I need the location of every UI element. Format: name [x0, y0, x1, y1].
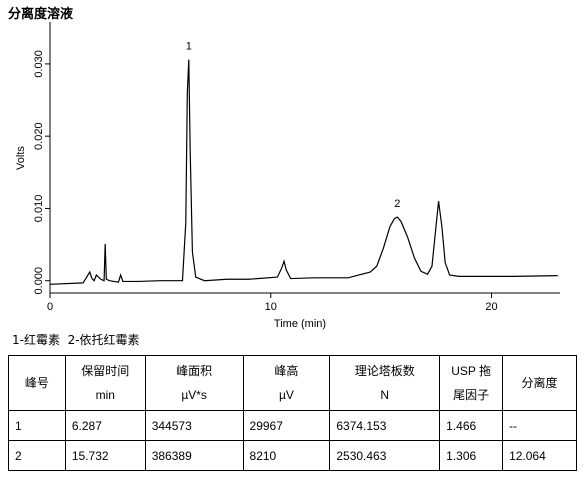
header-text: 分离度 [521, 376, 558, 390]
chart: 0 10 20 0.000 0.010 0.020 0.030 Time (min) Volts… [15, 22, 560, 330]
header-text: USP 拖 [451, 364, 491, 378]
header-cell: 分离度 [502, 355, 577, 411]
header-text: 尾因子 [453, 388, 490, 402]
header-text: N [380, 388, 390, 402]
table-cell: 8210 [242, 440, 331, 471]
header-text: 峰高 [274, 364, 299, 378]
peak-label: 1 [186, 41, 192, 53]
table-cell: 6.287 [64, 410, 146, 441]
table-cell: 2 [8, 440, 66, 471]
header-cell: 峰高 µV [242, 355, 331, 411]
header-text: 理论塔板数 [354, 364, 415, 378]
x-tick-label: 0 [47, 301, 53, 313]
header-row: 峰号 保留时间 min 峰面积 µV*s 峰高 µV 理论塔板数 N USP 拖尾因子 分离度 [8, 355, 577, 411]
table-cell: 6374.153 [329, 410, 441, 441]
table-cell: 2530.463 [329, 440, 441, 471]
table-cell: 1.306 [439, 440, 504, 471]
table-cell: 344573 [144, 410, 244, 441]
header-text: µV [278, 388, 294, 402]
x-tick-label: 10 [265, 301, 277, 313]
table-cell: -- [502, 410, 577, 441]
table-row: 2 15.732 386389 8210 2530.463 1.306 12.064 [8, 440, 577, 471]
y-tick-label: 0.010 [33, 195, 45, 223]
header-cell: USP 拖尾因子 [439, 355, 504, 411]
table-cell: 12.064 [502, 440, 577, 471]
table-cell: 1 [8, 410, 66, 441]
x-axis-label: Time (min) [274, 318, 326, 330]
header-text: 保留时间 [81, 364, 130, 378]
header-text: µV*s [181, 388, 207, 402]
header-cell: 保留时间 min [64, 355, 146, 411]
table-body: 1 6.287 344573 29967 6374.153 1.466 -- 2 15.732 3… [8, 410, 577, 471]
y-tick-label: 0.000 [33, 267, 45, 295]
table-row: 1 6.287 344573 29967 6374.153 1.466 -- [8, 410, 577, 441]
y-tick-label: 0.030 [33, 50, 45, 78]
header-text: 峰面积 [176, 364, 213, 378]
header-text: min [95, 388, 115, 402]
legend-note: 1-红霉素 2-依托红霉素 [12, 333, 140, 347]
y-axis-label: Volts [15, 146, 27, 170]
table-cell: 386389 [144, 440, 244, 471]
header-cell: 峰面积 µV*s [144, 355, 244, 411]
y-tick-label: 0.020 [33, 122, 45, 150]
table-cell: 29967 [242, 410, 331, 441]
page-title: 分离度溶液 [8, 7, 74, 22]
header-cell: 理论塔板数 N [329, 355, 441, 411]
table-cell: 15.732 [64, 440, 146, 471]
header-cell: 峰号 [8, 355, 66, 411]
header-text: 峰号 [24, 376, 49, 390]
table-cell: 1.466 [439, 410, 504, 441]
x-tick-label: 20 [485, 301, 497, 313]
peak-label: 2 [394, 198, 400, 210]
chromatogram-line [49, 59, 558, 285]
